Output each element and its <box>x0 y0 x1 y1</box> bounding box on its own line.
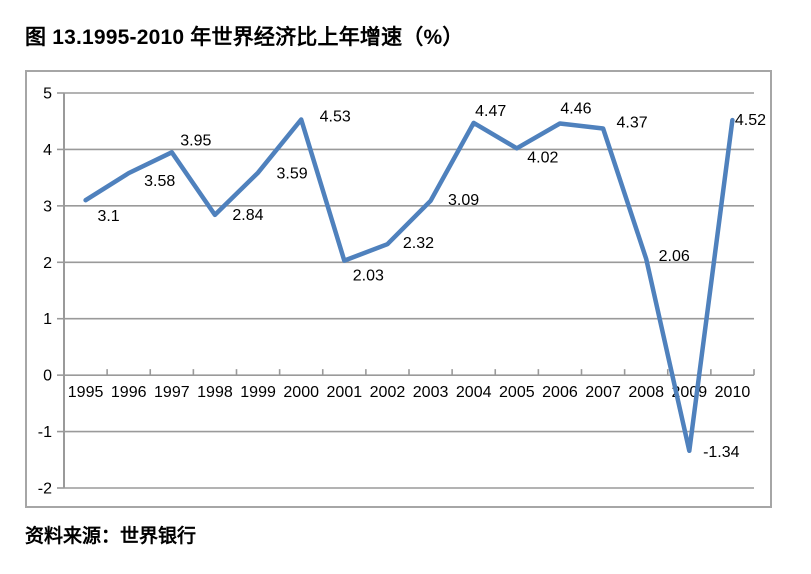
data-label: 4.47 <box>475 103 506 120</box>
data-label: 3.09 <box>448 192 479 209</box>
x-axis-tick-label: 1998 <box>197 384 233 401</box>
source-caption: 资料来源：世界银行 <box>25 526 197 547</box>
line-chart-canvas: -2 -1 0 1 2 3 4 5 1995 1996 1997 1998 1999 2000 2001 20… <box>38 86 766 498</box>
x-axis-tick-label: 2004 <box>456 384 492 401</box>
y-axis-tick-label: 0 <box>43 368 52 385</box>
data-label: 2.32 <box>403 235 434 252</box>
x-axis-tick-label: 2002 <box>370 384 406 401</box>
y-axis-tick-label: 4 <box>43 142 52 159</box>
series-line <box>83 117 735 454</box>
y-axis-tick-label: 5 <box>43 86 52 103</box>
x-axis-tick-label: 1996 <box>111 384 147 401</box>
chart-frame: -2 -1 0 1 2 3 4 5 1995 1996 1997 1998 1999 2000 2001 20… <box>25 70 772 508</box>
y-axis-tick-label: 1 <box>43 311 52 328</box>
x-axis-tick-label: 2007 <box>585 384 621 401</box>
x-axis-tick-label: 1995 <box>68 384 104 401</box>
x-axis-tick-label: 2003 <box>413 384 449 401</box>
x-axis-tick-label: 2000 <box>283 384 319 401</box>
data-label: 4.02 <box>527 149 558 166</box>
x-axis-tick-label: 2008 <box>628 384 664 401</box>
chart-title: 图 13.1995-2010 年世界经济比上年增速（%） <box>25 26 464 49</box>
data-label: 2.06 <box>659 248 690 265</box>
x-axis-tick-label: 1997 <box>154 384 190 401</box>
data-label: -1.34 <box>703 444 740 461</box>
data-label: 4.46 <box>560 100 591 117</box>
y-axis-tick-label: -1 <box>38 424 52 441</box>
data-label: 3.95 <box>180 132 211 149</box>
data-label: 3.1 <box>97 208 119 225</box>
data-label: 3.59 <box>276 166 307 183</box>
x-axis-tick-label: 1999 <box>240 384 276 401</box>
x-axis-tick-label: 2006 <box>542 384 578 401</box>
data-label: 4.53 <box>320 109 351 126</box>
y-axis-tick-label: -2 <box>38 481 52 498</box>
data-label: 2.03 <box>353 268 384 285</box>
data-label: 3.58 <box>144 173 175 190</box>
y-axis-tick-label: 3 <box>43 198 52 215</box>
data-label: 4.37 <box>616 115 647 132</box>
x-axis-tick-label: 2010 <box>715 384 751 401</box>
x-axis-tick-label: 2001 <box>327 384 363 401</box>
x-axis-tick-label: 2005 <box>499 384 535 401</box>
y-axis-tick-label: 2 <box>43 255 52 272</box>
data-label: 4.52 <box>735 112 766 129</box>
data-label: 2.84 <box>232 207 263 224</box>
